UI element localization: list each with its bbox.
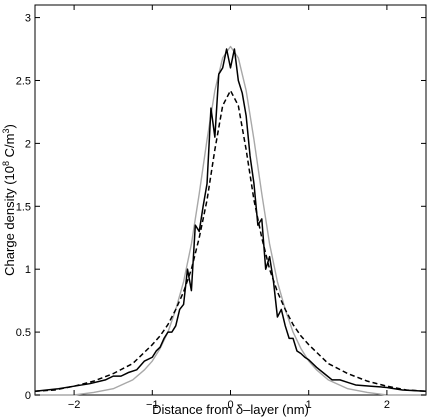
x-tick-label: 2 — [384, 399, 390, 411]
y-axis-label-unit: C/m — [2, 134, 17, 161]
x-tick-label: −2 — [68, 399, 81, 411]
y-axis-label-close: ) — [2, 124, 17, 128]
y-tick-label: 0 — [25, 390, 31, 402]
y-tick-label: 3 — [25, 13, 31, 25]
x-tick-label: 1 — [306, 399, 312, 411]
plot-frame — [34, 4, 427, 396]
series-line-solid — [34, 48, 427, 392]
y-tick-label: 0.5 — [16, 327, 31, 339]
x-tick-label: 0 — [227, 399, 233, 411]
y-axis-label-unit-exponent: 3 — [1, 129, 11, 134]
y-tick-label: 1 — [25, 264, 31, 276]
x-tick-label: −1 — [146, 399, 159, 411]
x-axis-label: Distance from δ–layer (nm) — [152, 402, 309, 417]
y-axis-label-main: Charge density (10 — [2, 166, 17, 276]
y-axis-label-exponent: 8 — [1, 161, 11, 166]
y-tick-label: 1.5 — [16, 201, 31, 213]
y-tick-label: 2 — [25, 138, 31, 150]
series-line-gray — [35, 45, 426, 396]
y-tick-label: 2.5 — [16, 75, 31, 87]
y-axis-label: Charge density (108 C/m3) — [1, 124, 17, 276]
